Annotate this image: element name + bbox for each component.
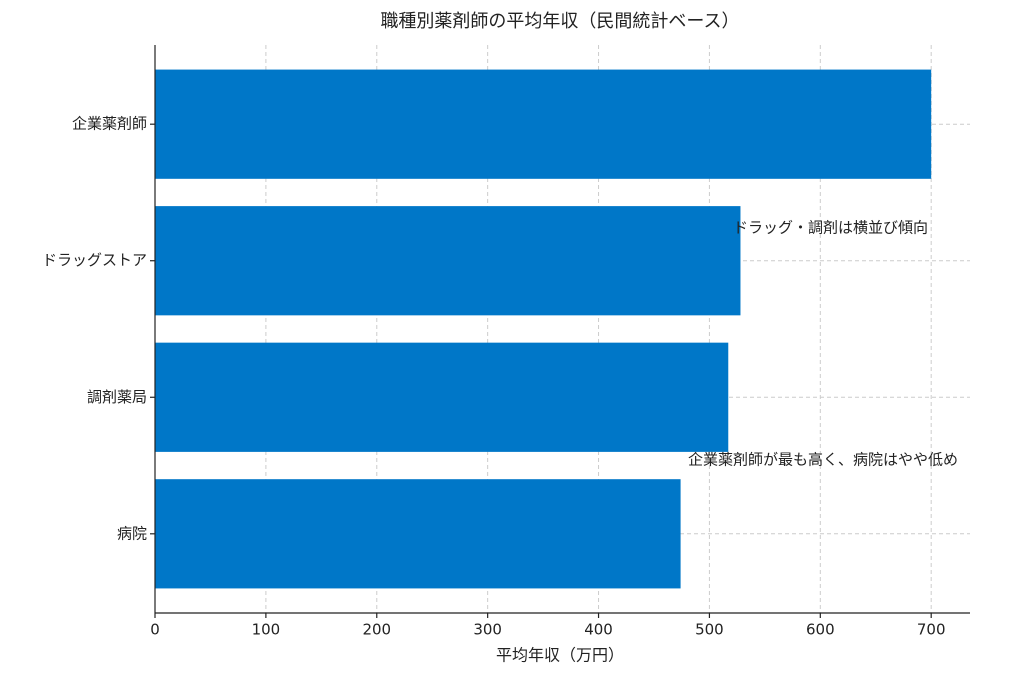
bar <box>155 342 729 452</box>
y-tick-label: 企業薬剤師 <box>72 115 147 133</box>
bar <box>155 479 681 589</box>
x-axis-label: 平均年収（万円） <box>496 646 624 665</box>
bar <box>155 206 741 316</box>
x-tick-label: 500 <box>695 621 724 639</box>
y-tick-label: 調剤薬局 <box>87 388 147 406</box>
chart-title: 職種別薬剤師の平均年収（民間統計ベース） <box>380 11 739 32</box>
x-tick-label: 300 <box>473 621 502 639</box>
x-tick-label: 600 <box>806 621 835 639</box>
x-tick-label: 200 <box>362 621 391 639</box>
bar <box>155 69 932 179</box>
x-tick-label: 100 <box>252 621 281 639</box>
annotation: ドラッグ・調剤は横並び傾向 <box>733 219 928 237</box>
y-tick-label: 病院 <box>117 524 147 542</box>
x-tick-label: 0 <box>150 621 160 639</box>
x-tick-label: 700 <box>917 621 946 639</box>
annotation: 企業薬剤師が最も高く、病院はやや低め <box>688 451 958 469</box>
y-tick-label: ドラッグストア <box>42 251 147 269</box>
x-tick-label: 400 <box>584 621 613 639</box>
